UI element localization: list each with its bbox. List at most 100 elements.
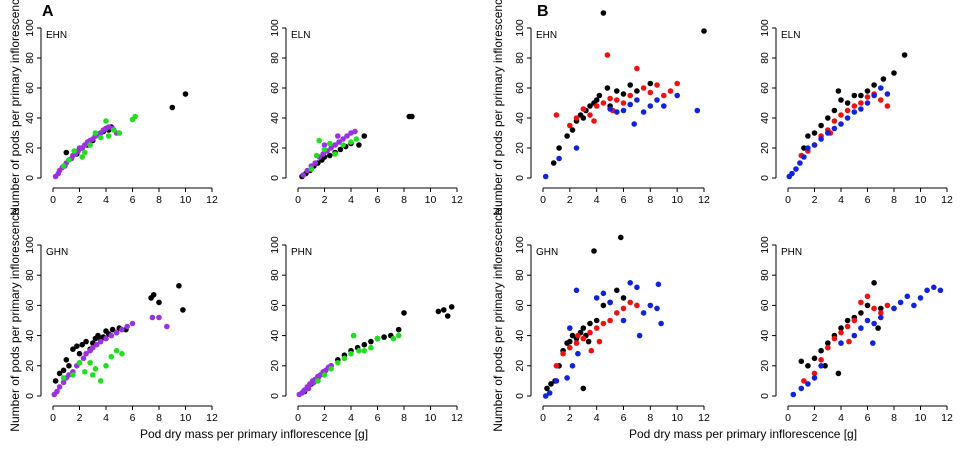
data-point-green: [374, 335, 381, 342]
y-tick-label: 100: [759, 19, 771, 37]
data-point-purple: [336, 139, 342, 145]
data-point-black: [891, 70, 897, 76]
panel-letter-a: A: [42, 3, 54, 20]
y-axis-title-b-top: Number of pods per primary inflorescence: [491, 0, 505, 216]
data-point-red: [627, 92, 633, 99]
data-point-black: [60, 367, 67, 374]
data-point-blue: [556, 155, 562, 162]
data-point-green: [92, 366, 99, 372]
data-point-black: [878, 305, 884, 312]
data-point-red: [654, 82, 660, 88]
data-point-purple: [90, 344, 96, 351]
x-tick-label: 8: [647, 194, 653, 206]
y-tick-label: 100: [269, 19, 281, 37]
data-point-black: [409, 113, 415, 120]
data-point-green: [103, 118, 109, 124]
x-tick-label: 2: [322, 194, 328, 206]
data-point-green: [92, 130, 99, 136]
data-point-black: [818, 347, 824, 354]
y-tick-label: 0: [514, 175, 526, 181]
data-point-black: [818, 122, 824, 129]
data-point-black: [604, 85, 611, 91]
plot-b-ghn: 0 20 40 60 80 100 0 2 4 6 8 10 12 GHN: [514, 234, 710, 424]
data-point-black: [556, 145, 562, 151]
x-tick-label: 0: [540, 412, 546, 424]
plot-b-eln: 0 20 40 60 80 100 0 2 4 6 8 10 12 ELN: [759, 19, 953, 206]
data-point-purple: [113, 329, 120, 336]
data-point-red: [580, 106, 587, 112]
data-point-black: [593, 97, 600, 103]
data-point-black: [844, 100, 851, 106]
data-point-purple: [83, 350, 89, 357]
data-point-red: [627, 299, 633, 306]
data-point-blue: [674, 92, 680, 99]
data-point-blue: [917, 295, 924, 301]
data-point-blue: [801, 154, 807, 160]
data-point-black: [564, 133, 570, 139]
data-point-purple: [108, 332, 115, 339]
x-tick-label: 0: [50, 412, 56, 424]
data-point-red: [667, 88, 674, 94]
data-point-red: [838, 329, 844, 336]
data-point-red: [878, 97, 884, 103]
data-point-blue: [858, 325, 864, 331]
data-point-black: [361, 341, 368, 348]
data-point-blue: [811, 142, 818, 148]
x-tick-label: 2: [567, 194, 573, 206]
data-point-black: [176, 283, 182, 289]
x-tick-label: 4: [348, 412, 354, 424]
data-point-blue: [897, 299, 904, 306]
data-point-blue: [654, 305, 660, 312]
data-point-red: [884, 103, 891, 109]
data-point-green: [60, 163, 67, 169]
data-point-blue: [569, 363, 576, 369]
data-point-red: [607, 95, 613, 102]
plot-label: ELN: [291, 30, 310, 41]
data-point-blue: [647, 103, 654, 109]
data-point-purple: [352, 128, 358, 135]
data-point-purple: [149, 314, 156, 321]
y-tick-label: 20: [514, 360, 526, 372]
y-tick-label: 100: [269, 236, 281, 254]
data-point-blue: [884, 91, 891, 97]
y-tick-label: 0: [269, 393, 281, 399]
data-point-green: [108, 353, 115, 360]
data-point-black: [580, 115, 587, 121]
data-point-black: [441, 307, 447, 313]
x-tick-label: 10: [915, 412, 927, 424]
data-point-black: [550, 160, 557, 166]
data-point-blue: [627, 101, 633, 108]
data-point-black: [901, 52, 908, 58]
y-axis-title-a-bottom: Number of pods per primary inflorescence: [8, 208, 22, 432]
data-point-black: [63, 149, 70, 156]
x-tick-label: 10: [180, 194, 192, 206]
data-point-blue: [607, 106, 613, 112]
data-point-green: [119, 350, 125, 357]
data-point-black: [858, 310, 864, 316]
data-point-blue: [631, 121, 637, 127]
data-point-green: [350, 332, 357, 339]
x-tick-label: 12: [941, 412, 953, 424]
data-point-blue: [805, 381, 811, 387]
data-point-blue: [573, 145, 580, 151]
data-point-green: [60, 375, 67, 381]
x-axis-title-b: Pod dry mass per primary inflorescence […: [629, 427, 857, 441]
x-tick-label: 8: [156, 194, 162, 206]
data-point-black: [169, 104, 176, 111]
data-point-blue: [575, 350, 581, 357]
data-point-black: [444, 313, 451, 319]
y-axis-title-b-bottom: Number of pods per primary inflorescence: [491, 208, 505, 432]
data-point-black: [182, 91, 189, 97]
data-point-black: [801, 145, 807, 151]
data-point-red: [567, 344, 573, 351]
data-point-blue: [825, 130, 831, 136]
x-tick-label: 8: [156, 412, 162, 424]
data-point-black: [851, 92, 858, 99]
data-point-red: [580, 335, 587, 342]
plot-label: GHN: [46, 247, 68, 258]
panel-letter-b: B: [537, 3, 549, 20]
data-point-blue: [864, 317, 871, 324]
x-tick-label: 6: [130, 194, 136, 206]
y-tick-label: 40: [24, 112, 36, 124]
